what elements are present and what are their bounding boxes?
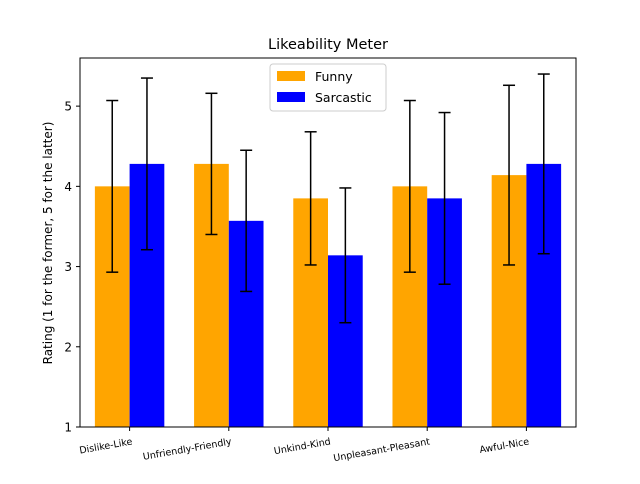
y-axis-label: Rating (1 for the former, 5 for the latt…	[41, 122, 55, 365]
error-bar-funny-3	[403, 99, 416, 273]
error-bars-layer	[106, 73, 550, 324]
error-bar-funny-1	[205, 92, 218, 236]
y-tick-label-2: 2	[64, 340, 72, 354]
y-tick-label-3: 3	[64, 260, 72, 274]
error-bar-sarcastic-3	[438, 111, 451, 285]
error-bar-sarcastic-2	[339, 187, 352, 324]
bars-layer	[94, 163, 562, 427]
y-tick-label-4: 4	[64, 180, 72, 194]
error-bar-funny-0	[106, 99, 119, 273]
error-bar-sarcastic-1	[240, 149, 253, 293]
error-bar-sarcastic-0	[140, 77, 153, 251]
y-axis: 1 2 3 4 5	[64, 100, 80, 435]
error-bar-sarcastic-4	[537, 73, 550, 255]
legend-entry-funny: Funny	[277, 69, 353, 84]
error-bar-funny-4	[503, 84, 516, 266]
legend: Funny Sarcastic	[269, 63, 387, 112]
y-tick-label-1: 1	[64, 421, 72, 435]
y-tick-label-5: 5	[64, 100, 72, 114]
legend-entry-sarcastic: Sarcastic	[277, 90, 372, 105]
legend-label-sarcastic: Sarcastic	[315, 90, 372, 105]
legend-label-funny: Funny	[315, 69, 353, 84]
error-bar-funny-2	[304, 131, 317, 266]
legend-swatch-funny	[277, 71, 305, 81]
chart-title: Likeability Meter	[268, 37, 388, 53]
legend-swatch-sarcastic	[277, 92, 305, 102]
